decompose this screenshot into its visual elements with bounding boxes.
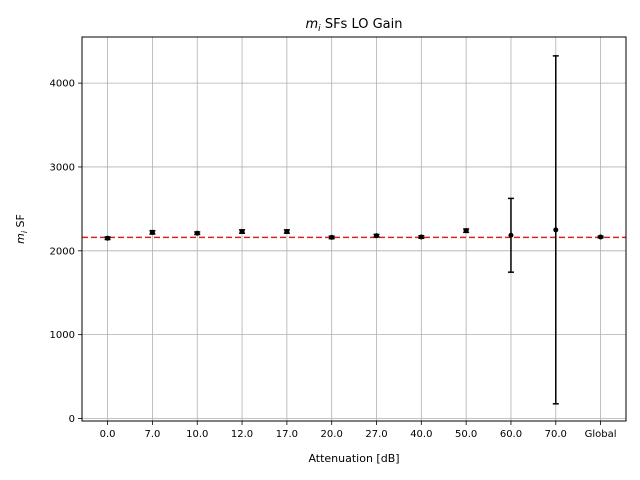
x-tick-label: 10.0 <box>186 429 208 440</box>
y-axis: 0 1000 2000 3000 4000 <box>50 79 82 425</box>
data-point <box>194 230 200 236</box>
y-tick-label: 3000 <box>50 162 75 173</box>
data-point <box>284 229 290 235</box>
data-point <box>105 235 111 241</box>
data-point <box>149 229 155 235</box>
data-point <box>508 232 514 238</box>
chart-title: mi SFs LO Gain <box>306 17 403 34</box>
data-point <box>598 234 604 240</box>
data-point <box>239 229 245 235</box>
y-tick-label: 2000 <box>50 246 75 257</box>
x-tick-label: 60.0 <box>500 429 522 440</box>
x-tick-label: 17.0 <box>276 429 298 440</box>
x-tick-label: 70.0 <box>545 429 567 440</box>
grid <box>82 37 626 421</box>
x-tick-label: Global <box>585 429 617 440</box>
plot-frame <box>81 36 627 422</box>
y-tick-label: 1000 <box>50 330 75 341</box>
x-tick-label: 12.0 <box>231 429 253 440</box>
x-tick-label: 7.0 <box>144 429 160 440</box>
data-point <box>463 228 469 234</box>
x-axis-label: Attenuation [dB] <box>308 452 399 465</box>
y-axis-label: mi SF <box>14 214 29 244</box>
y-tick-label: 0 <box>69 414 75 425</box>
data-point <box>329 234 335 240</box>
x-tick-label: 20.0 <box>321 429 343 440</box>
data-point <box>374 233 380 239</box>
x-tick-label: 50.0 <box>455 429 477 440</box>
x-tick-label: 0.0 <box>100 429 116 440</box>
data-point <box>418 234 424 240</box>
data-layer <box>104 55 604 405</box>
data-point <box>553 227 559 233</box>
y-tick-label: 4000 <box>50 79 75 90</box>
x-axis: 0.0 7.0 10.0 12.0 17.0 20.0 27.0 40.0 50.0 60.0 70… <box>100 421 617 440</box>
x-tick-label: 40.0 <box>410 429 432 440</box>
x-tick-label: 27.0 <box>365 429 387 440</box>
